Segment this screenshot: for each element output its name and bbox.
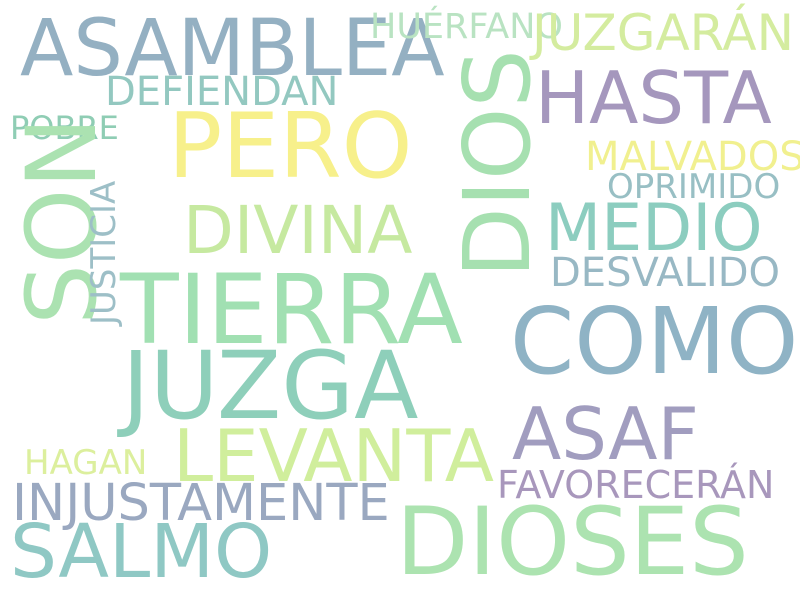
word-huerfano: HUÉRFANO xyxy=(370,7,563,47)
word-dios: DIOS xyxy=(444,49,551,278)
word-como: COMO xyxy=(510,288,799,395)
word-salmo: SALMO xyxy=(10,509,273,595)
word-dioses: DIOSES xyxy=(396,488,749,597)
word-divina: DIVINA xyxy=(183,192,413,269)
word-oprimido: OPRIMIDO xyxy=(607,167,781,207)
word-tierra: TIERRA xyxy=(120,254,463,366)
word-asamblea: ASAMBLEA xyxy=(20,4,445,94)
word-asaf: ASAF xyxy=(512,392,699,476)
word-defiendan: DEFIENDAN xyxy=(105,69,339,115)
word-pero: PERO xyxy=(168,94,413,199)
word-juzgaran: JUZGARÁN xyxy=(532,4,794,62)
word-pobre: POBRE xyxy=(10,109,119,147)
word-juzga: JUZGA xyxy=(122,332,419,441)
word-levanta: LEVANTA xyxy=(173,414,495,498)
word-justicia: JUSTICIA xyxy=(84,180,124,325)
word-hasta: HASTA xyxy=(535,56,772,140)
word-medio: MEDIO xyxy=(545,191,763,266)
word-favoreceran: FAVORECERÁN xyxy=(497,463,775,507)
word-injustamente: INJUSTAMENTE xyxy=(12,474,390,533)
word-hagan: HAGAN xyxy=(24,443,148,483)
word-desvalido: DESVALIDO xyxy=(550,250,780,296)
word-malvados: MALVADOS xyxy=(585,134,800,180)
